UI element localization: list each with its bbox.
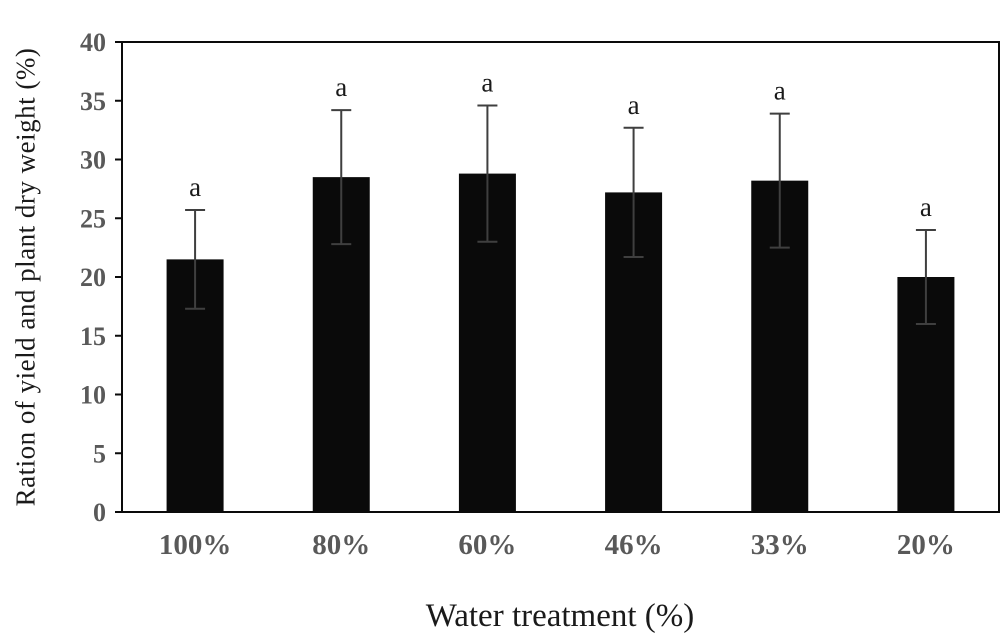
y-tick-label: 25 — [80, 204, 106, 233]
x-tick-label: 100% — [159, 529, 232, 561]
sig-label: a — [335, 72, 347, 102]
y-tick-label: 15 — [80, 322, 106, 351]
x-tick-label: 80% — [312, 529, 370, 561]
y-tick-label: 5 — [93, 439, 106, 468]
y-tick-label: 35 — [80, 87, 106, 116]
x-tick-label: 33% — [751, 529, 809, 561]
x-tick-label: 60% — [458, 529, 516, 561]
sig-label: a — [189, 172, 201, 202]
y-axis-title: Ration of yield and plant dry weight (%) — [10, 47, 41, 507]
y-tick-label: 10 — [80, 381, 106, 410]
sig-label: a — [920, 192, 932, 222]
x-tick-label: 46% — [605, 529, 663, 561]
sig-label: a — [774, 76, 786, 106]
sig-label: a — [481, 67, 493, 97]
y-tick-label: 0 — [93, 498, 106, 527]
sig-label: a — [628, 90, 640, 120]
y-tick-label: 30 — [80, 146, 106, 175]
x-tick-label: 20% — [897, 529, 955, 561]
plot-border — [121, 41, 1000, 513]
y-tick-label: 40 — [80, 28, 106, 57]
x-axis-title: Water treatment (%) — [425, 598, 695, 634]
y-tick-label: 20 — [80, 263, 106, 292]
